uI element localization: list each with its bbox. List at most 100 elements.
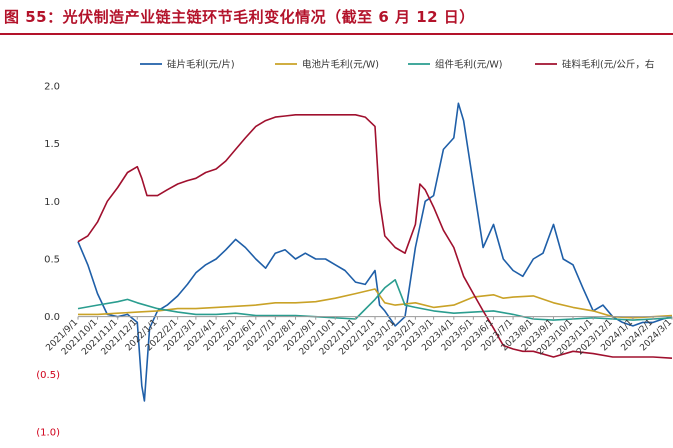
data-point xyxy=(245,247,247,249)
data-point xyxy=(335,264,337,266)
data-point xyxy=(415,224,417,226)
data-point xyxy=(177,183,179,185)
data-point xyxy=(284,249,286,251)
data-point xyxy=(355,293,357,295)
data-point xyxy=(335,114,337,116)
data-point xyxy=(177,311,179,313)
series-line-2 xyxy=(78,288,673,319)
data-point xyxy=(205,172,207,174)
data-point xyxy=(166,189,168,191)
data-point xyxy=(553,224,555,226)
data-point xyxy=(157,308,159,310)
data-point xyxy=(473,296,475,298)
data-point xyxy=(453,247,455,249)
data-point xyxy=(374,288,376,290)
data-point xyxy=(384,235,386,237)
y-tick-label: 2.0 xyxy=(44,82,60,93)
data-point xyxy=(141,385,143,387)
data-point xyxy=(195,178,197,180)
data-point xyxy=(146,195,148,197)
series-layer xyxy=(77,102,673,402)
data-point xyxy=(255,258,257,260)
data-point xyxy=(97,293,99,295)
data-point xyxy=(225,249,227,251)
data-point xyxy=(374,299,376,301)
data-point xyxy=(195,272,197,274)
data-point xyxy=(453,137,455,139)
data-point xyxy=(177,295,179,297)
data-point xyxy=(415,247,417,249)
data-point xyxy=(473,311,475,313)
data-point xyxy=(512,314,514,316)
title-rule xyxy=(0,33,673,35)
data-point xyxy=(394,247,396,249)
data-point xyxy=(77,241,79,243)
series-line-1 xyxy=(77,102,673,402)
data-point xyxy=(512,270,514,272)
data-point xyxy=(533,258,535,260)
y-tick-label: 1.5 xyxy=(44,139,60,150)
data-point xyxy=(335,297,337,299)
y-tick-label: (1.0) xyxy=(36,428,60,439)
series-line-4 xyxy=(77,114,673,359)
data-point xyxy=(355,281,357,283)
data-point xyxy=(572,264,574,266)
data-point xyxy=(533,351,535,353)
data-point xyxy=(195,314,197,316)
data-point xyxy=(374,126,376,128)
data-point xyxy=(255,126,257,128)
legend-label: 组件毛利(元/W) xyxy=(435,59,503,71)
data-point xyxy=(127,299,129,301)
data-point xyxy=(473,183,475,185)
data-point xyxy=(364,116,366,118)
data-point xyxy=(533,295,535,297)
data-point xyxy=(553,356,555,358)
data-point xyxy=(177,308,179,310)
data-point xyxy=(275,252,277,254)
data-point xyxy=(415,307,417,309)
data-point xyxy=(512,348,514,350)
data-point xyxy=(512,296,514,298)
data-point xyxy=(394,304,396,306)
data-point xyxy=(157,195,159,197)
data-point xyxy=(453,312,455,314)
data-point xyxy=(275,116,277,118)
data-point xyxy=(344,270,346,272)
data-point xyxy=(503,297,505,299)
data-point xyxy=(315,258,317,260)
data-point xyxy=(602,304,604,306)
series-line-3 xyxy=(77,279,673,321)
data-point xyxy=(612,356,614,358)
data-point xyxy=(315,114,317,116)
data-point xyxy=(117,301,119,303)
data-point xyxy=(553,302,555,304)
data-point xyxy=(137,311,139,313)
data-point xyxy=(284,115,286,117)
data-point xyxy=(77,314,79,316)
data-point xyxy=(458,103,460,105)
data-point xyxy=(235,149,237,151)
data-point xyxy=(275,302,277,304)
data-point xyxy=(225,160,227,162)
data-point xyxy=(305,252,307,254)
data-point xyxy=(87,264,89,266)
data-point xyxy=(453,304,455,306)
data-point xyxy=(473,293,475,295)
data-point xyxy=(295,302,297,304)
data-point xyxy=(107,201,109,203)
data-point xyxy=(562,258,564,260)
data-point xyxy=(215,168,217,170)
data-point xyxy=(379,304,381,306)
data-point xyxy=(443,149,445,151)
y-tick-label: 0.5 xyxy=(44,255,60,266)
data-point xyxy=(117,187,119,189)
data-point xyxy=(295,315,297,317)
data-point xyxy=(482,247,484,249)
data-point xyxy=(364,284,366,286)
data-point xyxy=(424,201,426,203)
data-point xyxy=(144,400,146,402)
data-point xyxy=(127,172,129,174)
y-tick-label: 0.0 xyxy=(44,312,60,323)
data-point xyxy=(384,302,386,304)
